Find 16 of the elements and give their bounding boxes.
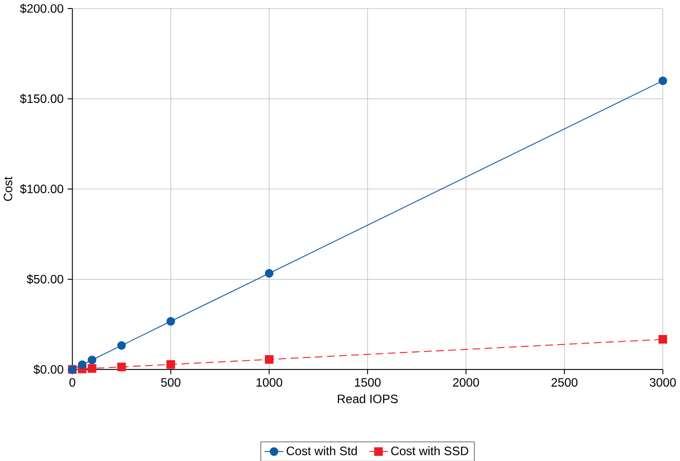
y-tick-label: $200.00 — [20, 3, 64, 14]
x-tick-label: 0 — [69, 378, 76, 387]
x-tick-label: 1000 — [256, 378, 282, 387]
x-tick-label: 500 — [161, 378, 180, 387]
legend-label: Cost with Std — [286, 446, 357, 456]
y-tick-label: $150.00 — [20, 94, 64, 104]
y-tick-label: $0.00 — [34, 364, 64, 374]
x-tick-label: 2500 — [552, 378, 578, 387]
legend-label: Cost with SSD — [391, 446, 468, 456]
x-tick-label: 1500 — [355, 378, 381, 387]
x-tick-label: 2000 — [453, 378, 480, 387]
y-axis-title: Cost — [4, 176, 12, 201]
x-axis-title: Read IOPS — [338, 394, 398, 404]
x-tick-label: 3000 — [650, 378, 676, 387]
y-tick-label: $100.00 — [20, 184, 64, 194]
y-tick-label: $50.00 — [26, 274, 64, 284]
